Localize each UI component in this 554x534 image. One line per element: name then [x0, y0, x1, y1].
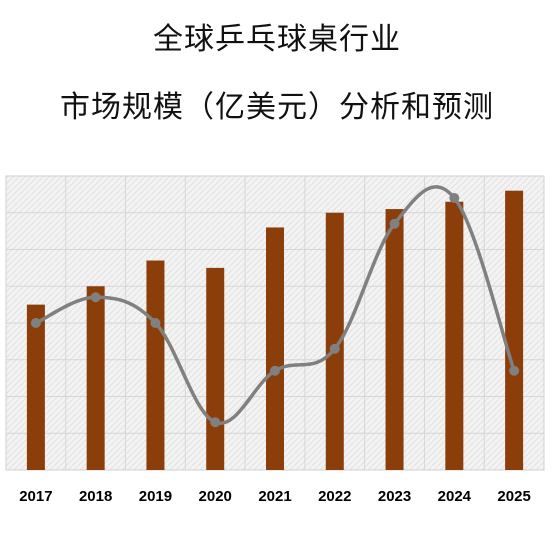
bar-2020: [206, 267, 225, 470]
bar-2023: [385, 209, 404, 470]
line-point-2017: [30, 318, 41, 328]
chart-area: 2017 2018 2019 2020 2021 2022 2023 2024 2025: [0, 160, 554, 534]
line-point-2020: [210, 417, 221, 428]
bar-2019: [146, 260, 165, 470]
x-tick-label: 2022: [318, 488, 351, 505]
line-series: [30, 185, 520, 428]
bar-2022: [325, 212, 344, 470]
x-tick-label: 2020: [199, 488, 232, 505]
line-point-2018: [90, 292, 101, 303]
x-tick-label: 2018: [79, 488, 112, 505]
x-tick-label: 2025: [497, 488, 530, 505]
line-point-2022: [329, 343, 340, 354]
bar-2017: [26, 304, 45, 470]
line-point-2024: [449, 193, 460, 204]
chart-title-line-2: 市场规模（亿美元）分析和预测: [60, 90, 494, 125]
x-tick-label: 2017: [19, 488, 52, 505]
x-tick-label: 2023: [378, 488, 411, 505]
line-point-2019: [150, 318, 161, 328]
chart-title-line-1: 全球乒乓球桌行业: [153, 22, 401, 57]
bar-series: [26, 190, 524, 470]
bar-2018: [86, 286, 105, 470]
market-size-chart: 2017 2018 2019 2020 2021 2022 2023 2024 2025: [5, 175, 545, 505]
bar-2025: [505, 190, 524, 470]
x-axis-tick-labels: 2017 2018 2019 2020 2021 2022 2023 2024 2025: [19, 488, 531, 505]
bar-2024: [445, 201, 464, 470]
x-tick-label: 2024: [438, 488, 472, 505]
x-tick-label: 2019: [139, 488, 172, 505]
line-point-2021: [270, 365, 280, 376]
line-point-2023: [389, 218, 400, 229]
chart-header: 全球乒乓球桌行业 市场规模（亿美元）分析和预测: [0, 0, 554, 160]
line-point-2025: [509, 365, 520, 376]
bar-2021: [266, 227, 284, 470]
x-tick-label: 2021: [258, 488, 291, 505]
